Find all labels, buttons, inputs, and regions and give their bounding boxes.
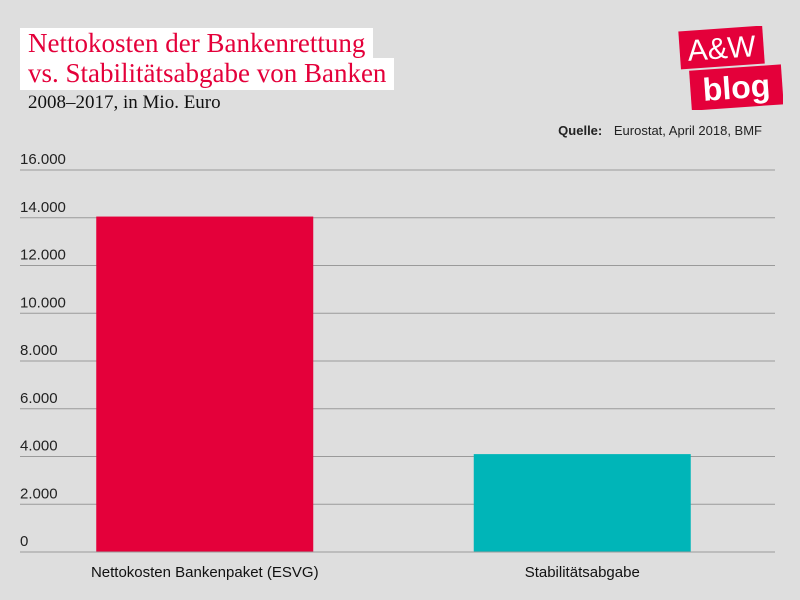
logo-bottom-box [689, 64, 783, 110]
chart-subtitle: 2008–2017, in Mio. Euro [28, 92, 221, 113]
y-tick-label: 0 [20, 533, 28, 550]
y-tick-label: 14.000 [20, 199, 66, 216]
source-text: Eurostat, April 2018, BMF [613, 123, 762, 138]
y-tick-label: 12.000 [20, 247, 66, 264]
y-tick-label: 8.000 [20, 342, 58, 359]
bar [473, 454, 691, 552]
logo-text-aw: A&W [686, 30, 757, 68]
y-tick-label: 2.000 [20, 485, 58, 502]
source-note: Quelle: Eurostat, April 2018, BMF [558, 123, 762, 138]
y-tick-label: 4.000 [20, 438, 58, 455]
y-tick-label: 6.000 [20, 390, 58, 407]
logo-text-blog: blog [701, 67, 771, 108]
chart-title-line-1: Nettokosten der Bankenrettung [20, 28, 374, 60]
logo-top-box [678, 26, 765, 70]
chart-title-line-2: vs. Stabilitätsabgabe von Banken [20, 58, 395, 90]
bar [96, 216, 314, 552]
x-category-label: Nettokosten Bankenpaket (ESVG) [91, 564, 319, 581]
source-label: Quelle: [558, 123, 603, 138]
y-tick-label: 10.000 [20, 294, 66, 311]
aw-blog-logo[interactable]: A&W blog [675, 26, 783, 110]
x-category-label: Stabilitätsabgabe [525, 564, 640, 581]
y-tick-label: 16.000 [20, 151, 66, 168]
